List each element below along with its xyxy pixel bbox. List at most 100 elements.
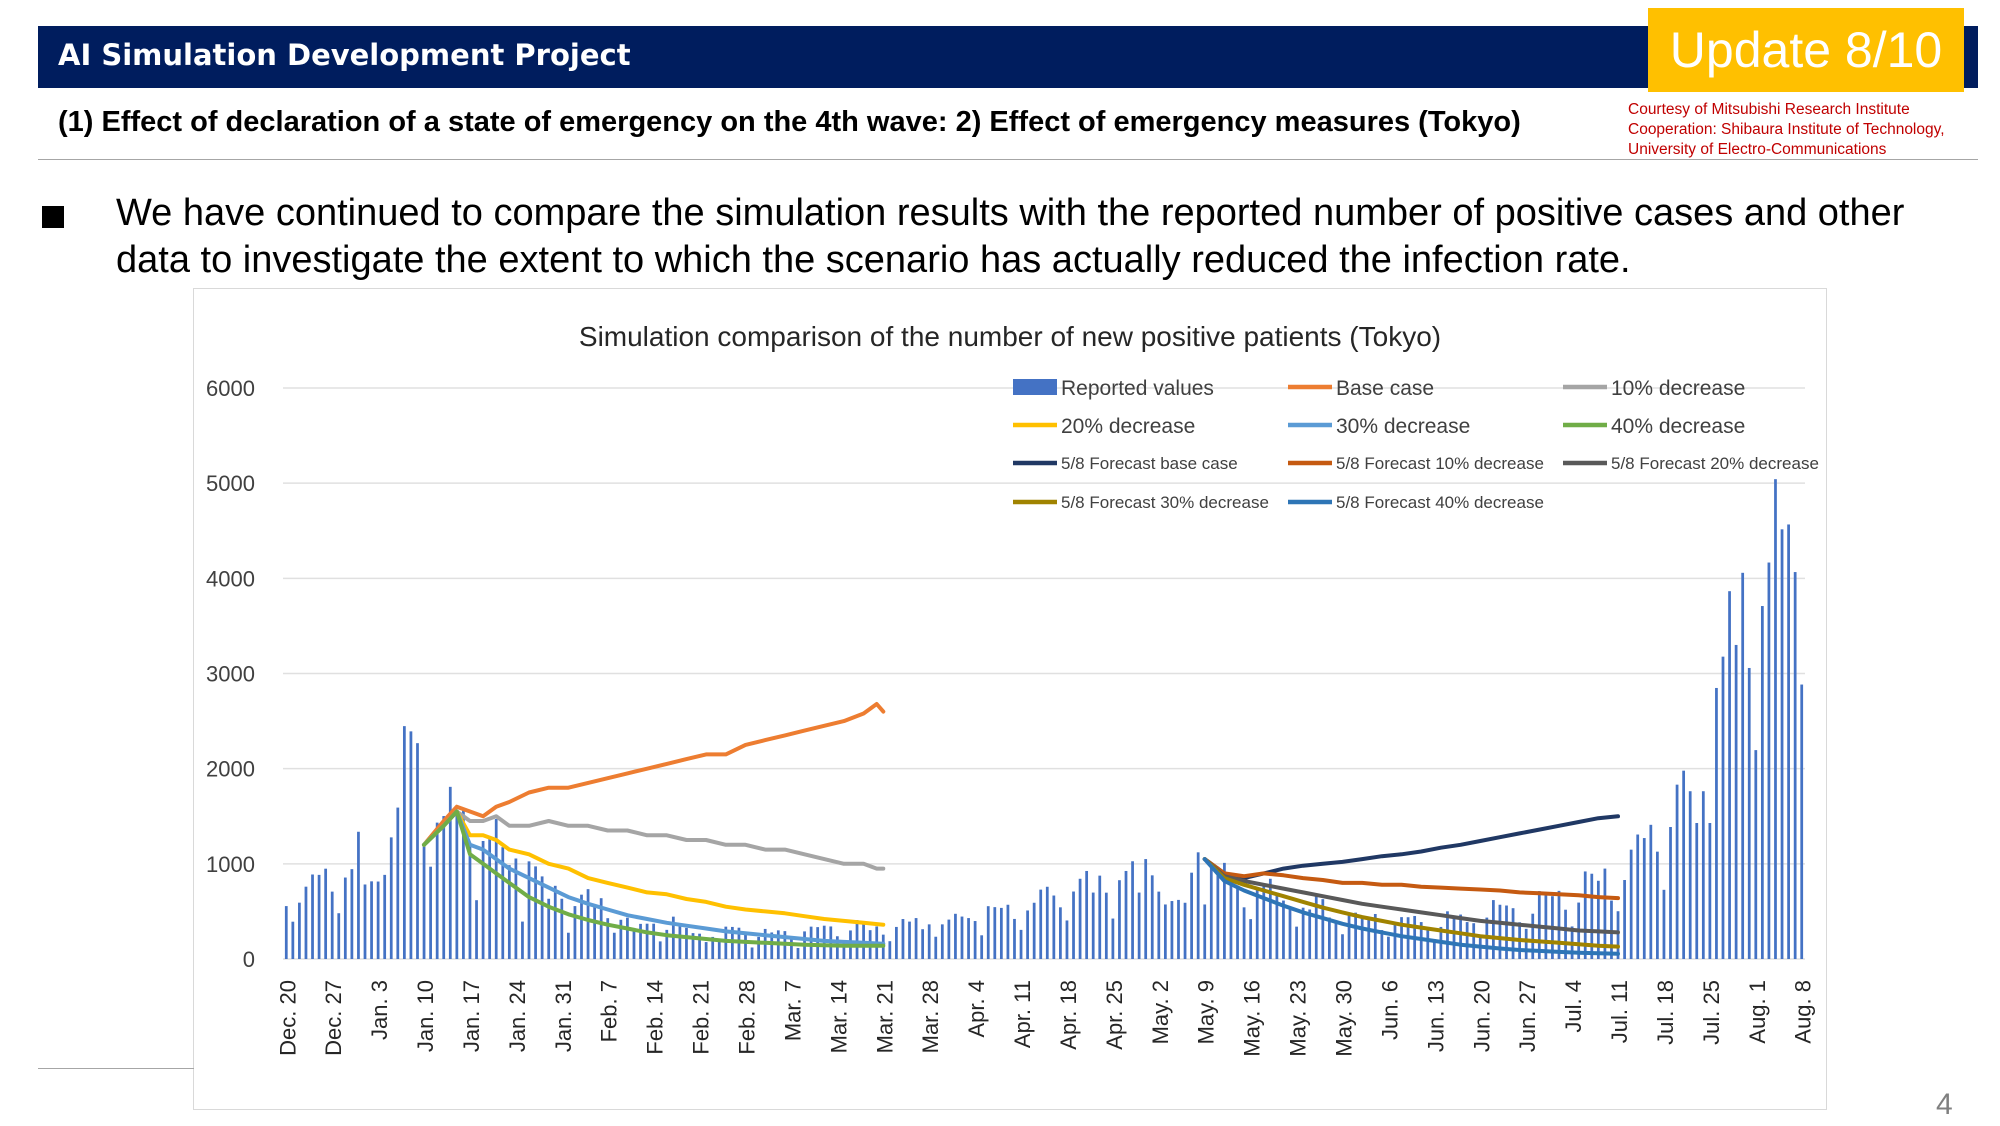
reported-bar: [1380, 930, 1384, 959]
legend-label: 40% decrease: [1611, 415, 1745, 438]
reported-bar: [1629, 849, 1633, 959]
reported-bar: [908, 921, 911, 959]
reported-bar: [455, 809, 459, 959]
reported-bar: [370, 881, 373, 959]
x-tick-label: Feb. 7: [597, 980, 622, 1042]
reported-bar: [1327, 917, 1331, 959]
reported-bar: [1367, 917, 1371, 959]
reported-bar: [1793, 572, 1797, 959]
x-tick-label: Jun. 6: [1377, 980, 1402, 1040]
reported-bar: [940, 924, 944, 959]
reported-bar: [468, 844, 472, 959]
reported-bar: [1426, 930, 1430, 959]
legend-label: 5/8 Forecast 30% decrease: [1061, 493, 1269, 512]
legend-label: Reported values: [1061, 377, 1214, 400]
reported-bar: [1800, 684, 1804, 959]
reported-bar: [1111, 918, 1115, 959]
chart-legend: Reported values Base case 10% decrease 20% …: [1013, 377, 1819, 512]
courtesy-line: Cooperation: Shibaura Institute of Techn…: [1628, 121, 1945, 138]
reported-bar: [1301, 907, 1305, 959]
reported-bar: [626, 917, 629, 959]
reported-bar: [284, 906, 288, 959]
y-tick-label: 2000: [206, 757, 255, 782]
reported-bar: [1492, 900, 1495, 959]
reported-bar: [1006, 904, 1010, 959]
reported-bar: [1780, 529, 1784, 959]
simulation-lines: [422, 702, 1620, 956]
x-tick-label: Apr. 18: [1056, 980, 1081, 1050]
x-tick-label: Apr. 11: [1010, 980, 1035, 1048]
reported-bar: [547, 898, 551, 959]
reported-bar: [1662, 889, 1666, 959]
reported-bar: [645, 923, 649, 959]
reported-bar: [527, 861, 531, 959]
reported-bar: [324, 868, 328, 959]
x-tick-label: Mar. 21: [872, 980, 897, 1053]
reported-bar: [1728, 591, 1731, 959]
reported-bar: [416, 743, 419, 959]
x-axis-ticks: Dec. 20 Dec. 27 Jan. 3 Jan. 10 Jan. 17 Jan. 2…: [275, 980, 1815, 1057]
series-line: [422, 702, 886, 847]
legend-label: Base case: [1336, 377, 1434, 400]
reported-bar: [1013, 918, 1016, 959]
x-tick-label: Feb. 21: [689, 980, 714, 1055]
reported-bar: [1767, 562, 1771, 959]
x-tick-label: Aug. 8: [1791, 980, 1816, 1044]
legend-label: 5/8 Forecast 10% decrease: [1336, 454, 1544, 473]
reported-bar: [1118, 880, 1121, 959]
reported-bar: [1085, 870, 1089, 959]
reported-bar: [1524, 928, 1528, 959]
reported-bar: [488, 837, 492, 959]
reported-bar: [1642, 838, 1646, 959]
reported-bar: [389, 837, 393, 959]
reported-bar: [796, 947, 800, 959]
reported-bar: [514, 858, 518, 959]
reported-bar: [1190, 872, 1193, 959]
reported-bar: [1675, 784, 1679, 959]
courtesy-line: Courtesy of Mitsubishi Research Institut…: [1628, 101, 1910, 118]
reported-bar: [507, 865, 511, 959]
series-line: [1202, 814, 1620, 881]
reported-bar: [1268, 878, 1272, 959]
reported-bar: [1701, 791, 1705, 959]
reported-bar: [770, 932, 774, 959]
reported-bar: [1242, 907, 1246, 959]
reported-bar: [1669, 827, 1672, 959]
series-line: [422, 809, 886, 871]
reported-bar: [1229, 877, 1233, 959]
x-tick-label: Dec. 27: [321, 980, 346, 1056]
courtesy-note: Courtesy of Mitsubishi Research Institut…: [1628, 100, 1945, 160]
x-tick-label: May. 30: [1331, 980, 1356, 1057]
x-tick-label: Jul. 4: [1561, 980, 1586, 1033]
reported-bar: [1045, 886, 1049, 959]
legend-label: 10% decrease: [1611, 377, 1745, 400]
reported-bar: [678, 925, 682, 959]
x-tick-label: Jun. 13: [1423, 980, 1448, 1052]
reported-bar: [1695, 823, 1699, 959]
reported-bar: [1124, 870, 1128, 959]
reported-bar: [422, 842, 426, 959]
x-tick-label: Apr. 4: [964, 980, 989, 1037]
reported-bar: [652, 923, 656, 959]
reported-bar: [1682, 770, 1686, 959]
reported-bar: [1308, 909, 1312, 959]
y-tick-label: 4000: [206, 566, 255, 591]
positive-cases-chart: Simulation comparison of the number of n…: [193, 288, 1827, 1110]
reported-bar: [1098, 875, 1102, 959]
series-line: [1202, 857, 1620, 901]
reported-bar: [835, 936, 839, 959]
reported-bar: [1065, 920, 1069, 959]
reported-bar: [895, 926, 898, 959]
page-number: 4: [1936, 1088, 1953, 1121]
x-tick-label: Jul. 11: [1607, 980, 1632, 1043]
x-tick-label: Jul. 25: [1699, 980, 1724, 1045]
reported-bar: [1787, 524, 1790, 959]
x-tick-label: Mar. 14: [826, 980, 851, 1053]
reported-bar: [1360, 917, 1364, 959]
y-axis-ticks: 0 1000 2000 3000 4000 5000 6000: [206, 376, 255, 972]
legend-swatch: [1013, 379, 1057, 395]
slide-subtitle: (1) Effect of declaration of a state of …: [58, 106, 1521, 138]
reported-bar: [717, 938, 721, 959]
reported-bar: [1741, 572, 1745, 959]
x-tick-label: Jan. 3: [367, 980, 392, 1040]
